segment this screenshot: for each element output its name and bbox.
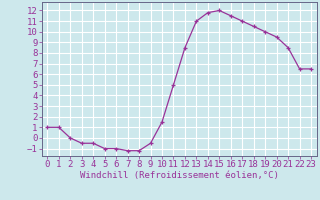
X-axis label: Windchill (Refroidissement éolien,°C): Windchill (Refroidissement éolien,°C) bbox=[80, 171, 279, 180]
